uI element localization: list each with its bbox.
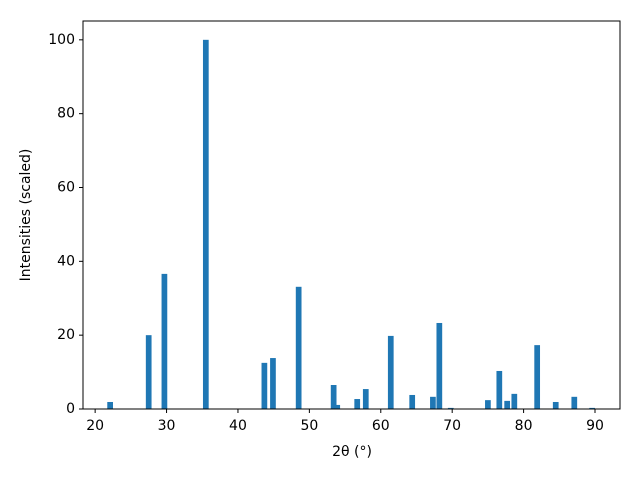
- bar: [330, 385, 337, 409]
- bar: [334, 404, 341, 409]
- bar: [261, 362, 268, 409]
- bar: [409, 394, 416, 409]
- y-tick-label: 40: [57, 253, 75, 269]
- bar: [354, 399, 361, 409]
- x-tick-label: 80: [515, 418, 533, 434]
- bar: [295, 286, 302, 409]
- bar: [387, 335, 394, 409]
- x-tick-label: 70: [443, 418, 461, 434]
- x-tick-label: 20: [86, 418, 104, 434]
- bar: [511, 393, 518, 409]
- y-tick-label: 100: [48, 32, 75, 48]
- plot-frame: [82, 20, 621, 410]
- bar: [589, 407, 596, 409]
- y-tick-label: 60: [57, 179, 75, 195]
- bar: [107, 401, 113, 409]
- bar: [145, 335, 152, 409]
- bar: [534, 345, 541, 409]
- bar: [161, 273, 168, 409]
- bar: [504, 400, 511, 409]
- bar: [447, 407, 454, 409]
- x-axis-label: 2θ (°): [332, 444, 372, 460]
- bar: [270, 358, 276, 409]
- bar: [571, 396, 578, 409]
- x-tick-label: 90: [586, 418, 604, 434]
- bar: [202, 39, 209, 409]
- bar: [552, 401, 559, 409]
- y-tick-label: 20: [57, 327, 75, 343]
- y-tick-label: 0: [66, 401, 75, 417]
- bar: [485, 400, 491, 409]
- y-tick-label: 80: [57, 106, 75, 122]
- bar: [496, 370, 503, 409]
- x-tick-label: 30: [158, 418, 176, 434]
- bar: [362, 389, 369, 409]
- x-tick-label: 60: [372, 418, 390, 434]
- y-axis-label: Intensities (scaled): [18, 149, 34, 282]
- x-tick-label: 50: [300, 418, 318, 434]
- bar: [436, 322, 443, 409]
- x-tick-label: 40: [229, 418, 247, 434]
- bar: [430, 396, 436, 409]
